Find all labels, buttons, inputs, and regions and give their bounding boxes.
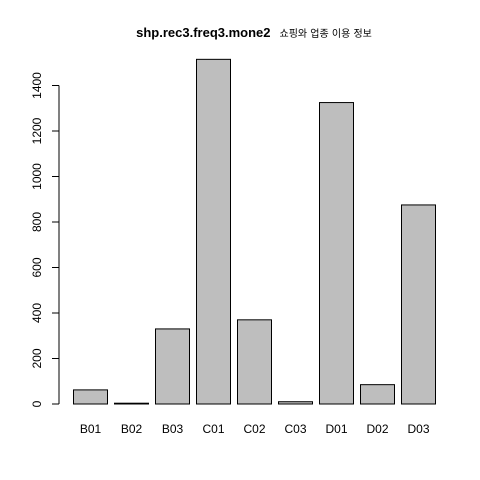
y-tick-label: 200: [30, 348, 44, 368]
bar-d03: [401, 204, 436, 405]
x-tick-label: B03: [162, 422, 184, 436]
chart-title-main: shp.rec3.freq3.mone2: [136, 25, 270, 40]
chart-title-sub: 쇼핑와 업종 이용 정보: [280, 27, 372, 40]
bar-d01: [319, 102, 354, 405]
y-tick-label: 0: [30, 400, 44, 407]
bar-d02: [360, 384, 395, 405]
bars-group: [73, 58, 436, 405]
y-tick-label: 400: [30, 303, 44, 323]
y-tick-label: 800: [30, 212, 44, 232]
y-tick-label: 600: [30, 257, 44, 277]
y-axis: 0 200 400 600 800 1000 1200 1400: [30, 72, 60, 407]
x-tick-label: C03: [284, 422, 306, 436]
x-tick-label: C01: [202, 422, 224, 436]
x-tick-label: B01: [80, 422, 102, 436]
x-labels-group: B01 B02 B03 C01 C02 C03 D01 D02 D03: [80, 422, 430, 436]
chart-title: shp.rec3.freq3.mone2 쇼핑와 업종 이용 정보: [136, 24, 372, 41]
x-tick-label: D02: [366, 422, 388, 436]
bar-c02: [237, 319, 272, 405]
x-tick-label: D03: [407, 422, 429, 436]
bar-b03: [155, 328, 190, 405]
y-tick-label: 1000: [30, 163, 44, 190]
y-tick-label: 1400: [30, 72, 44, 99]
bar-b02: [114, 402, 149, 405]
x-tick-label: B02: [121, 422, 143, 436]
bar-c01: [196, 58, 231, 405]
bar-b01: [73, 389, 108, 405]
bar-c03: [278, 401, 313, 405]
x-tick-label: D01: [325, 422, 347, 436]
y-tick-label: 1200: [30, 117, 44, 144]
x-tick-label: C02: [243, 422, 265, 436]
